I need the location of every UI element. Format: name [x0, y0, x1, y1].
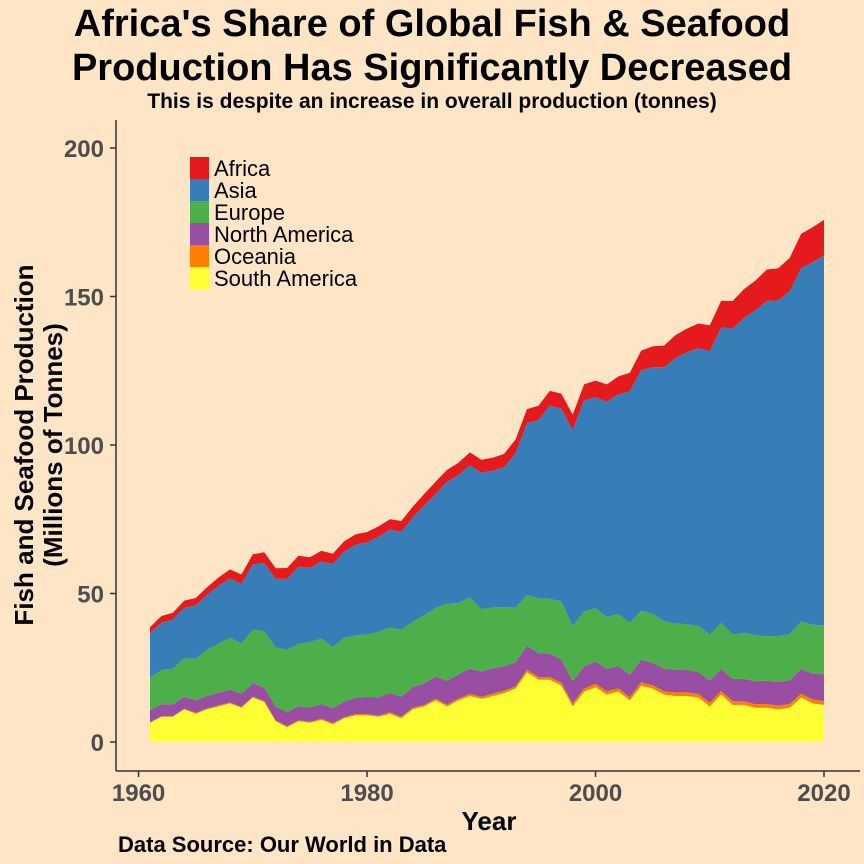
x-tick-label: 1980: [340, 780, 393, 807]
x-tick-label: 2000: [569, 780, 622, 807]
y-tick-label: 50: [77, 582, 104, 609]
y-axis-label-line-2: (Millions of Tonnes): [38, 323, 68, 567]
area-series-asia: [150, 255, 824, 678]
legend-label: Asia: [214, 178, 258, 203]
chart-subtitle: This is despite an increase in overall p…: [147, 90, 717, 113]
chart-title-line-1: Africa's Share of Global Fish & Seafood: [73, 3, 791, 45]
y-tick-label: 0: [91, 730, 104, 757]
legend-label: Africa: [214, 156, 271, 181]
legend-swatch: [190, 179, 209, 201]
legend-label: Oceania: [214, 244, 297, 269]
x-tick-label: 1960: [112, 780, 165, 807]
chart-title-line-2: Production Has Significantly Decreased: [71, 47, 793, 89]
area-series-north-america: [150, 645, 824, 727]
x-axis-label: Year: [462, 806, 517, 836]
area-series-europe: [150, 595, 824, 713]
y-tick-label: 100: [64, 433, 104, 460]
stacked-areas: [150, 219, 824, 742]
y-axis-ticks: 0 50 100 150 200: [64, 136, 116, 757]
legend-swatch: [190, 267, 209, 289]
legend-swatch: [190, 245, 209, 267]
legend-swatch: [190, 157, 209, 179]
data-source-note: Data Source: Our World in Data: [118, 832, 447, 857]
legend-label: South America: [214, 266, 358, 291]
legend-label: North America: [214, 222, 354, 247]
legend-swatch: [190, 223, 209, 245]
y-tick-label: 150: [64, 285, 104, 312]
y-tick-label: 200: [64, 136, 104, 163]
x-axis-ticks: 1960 1980 2000 2020: [112, 771, 851, 807]
area-series-south-america: [150, 672, 824, 742]
x-tick-label: 2020: [797, 780, 850, 807]
legend-swatch: [190, 201, 209, 223]
y-axis-label-line-1: Fish and Seafood Production: [9, 264, 39, 625]
legend-label: Europe: [214, 200, 285, 225]
